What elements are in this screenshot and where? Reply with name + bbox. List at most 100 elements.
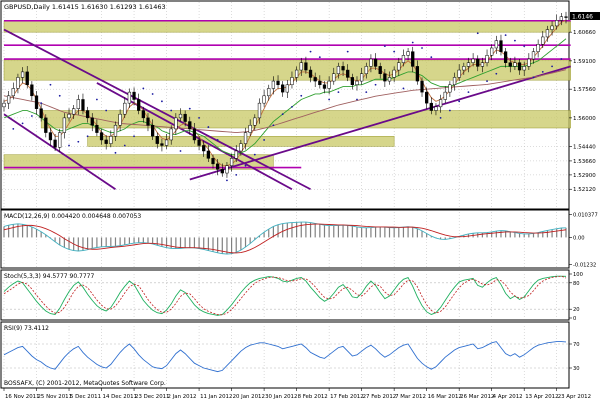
sar-dot: [281, 113, 284, 116]
candle-body: [313, 77, 317, 82]
sar-dot: [272, 124, 275, 127]
candle-body: [294, 69, 299, 78]
sar-dot: [170, 109, 173, 112]
candle-body: [216, 163, 220, 170]
candle-body: [350, 77, 354, 86]
sar-dot: [560, 58, 563, 60]
candle-body: [225, 165, 229, 174]
macd-tick-label: 0.010377: [573, 213, 598, 219]
candle-body: [169, 128, 173, 141]
rsi-tick-label: 30: [573, 366, 580, 372]
macd-tick-label: -0.01232: [573, 262, 596, 268]
sar-dot: [430, 56, 433, 59]
candle-body: [485, 55, 489, 63]
candle-body: [503, 51, 508, 63]
candle-body: [346, 69, 350, 78]
candle-body: [160, 143, 164, 146]
candle-body: [332, 73, 336, 82]
stoch-lines: [3, 275, 567, 316]
candle-body: [480, 62, 485, 67]
candle-body: [290, 77, 294, 86]
candle-body: [355, 80, 359, 86]
candle-body: [466, 62, 471, 67]
price-tick-label: 1.52900: [573, 173, 596, 179]
support-resistance-zone: [3, 21, 571, 33]
stoch-main-line: [3, 275, 567, 316]
candle-body: [271, 80, 276, 89]
candle-body: [308, 69, 313, 78]
candle-body: [360, 73, 364, 82]
date-tick-label: 4 Apr 2012: [493, 394, 523, 400]
sar-dot: [253, 153, 256, 156]
stoch-panel-title: Stoch(5,3,3) 94.5777 90.7777: [4, 273, 95, 280]
sar-dot: [179, 150, 182, 152]
candle-body: [53, 139, 57, 148]
sar-dot: [458, 100, 461, 103]
macd-panel: 0.010377 0.00 -0.01232 MACD(12,26,9) 0.004…: [0, 209, 598, 269]
candle-body: [72, 108, 76, 115]
sar-dot: [207, 126, 210, 128]
sar-dot: [495, 72, 498, 75]
candle-body: [248, 124, 252, 133]
candle-body: [471, 58, 475, 63]
parabolic-sar: [12, 32, 563, 182]
candle-body: [127, 91, 132, 104]
date-tick-label: 11 Jan 2012: [200, 394, 232, 400]
rsi-axis-ticks: 70 30: [569, 342, 580, 372]
macd-panel-frame: [0, 209, 570, 269]
stoch-tick-label: 0: [573, 316, 576, 322]
candle-body: [420, 80, 424, 93]
candle-body: [243, 132, 248, 144]
sar-dot: [318, 56, 321, 59]
sar-dot: [161, 100, 163, 103]
candle-body: [253, 117, 257, 126]
candle-body: [364, 66, 368, 74]
price-tick-label: 1.59100: [573, 59, 596, 65]
sar-dot: [393, 50, 396, 53]
candle-body: [132, 91, 136, 100]
candle-body: [378, 66, 382, 74]
current-price-label: 1.6146: [572, 14, 593, 21]
candle-body: [257, 102, 262, 119]
candle-body: [90, 117, 94, 126]
candle-body: [383, 73, 387, 82]
macd-tick-label: 0.00: [573, 235, 585, 241]
candle-body: [369, 58, 373, 67]
price-axis-ticks: 1.60660 1.59100 1.57560 1.56000 1.54440 1.536…: [569, 30, 596, 193]
sar-dot: [523, 45, 526, 48]
candle-body: [304, 62, 308, 71]
date-tick-label: 25 Nov 2011: [38, 394, 73, 400]
candle-body: [211, 158, 215, 165]
candle-body: [425, 91, 429, 104]
candle-body: [499, 40, 503, 52]
candle-body: [11, 88, 15, 97]
candle-body: [327, 80, 331, 89]
candle-body: [285, 84, 289, 93]
candle-body: [20, 71, 25, 78]
candle-body: [85, 110, 90, 119]
price-panel-title: GBPUSD,Daily 1.61415 1.61630 1.61293 1.6…: [4, 3, 166, 11]
sar-dot: [235, 173, 238, 176]
sar-dot: [105, 109, 108, 112]
rsi-panel-title: RSI(9) 73.4112: [4, 325, 49, 332]
date-tick-label: 27 Feb 2012: [363, 394, 397, 400]
candle-body: [545, 29, 550, 38]
candle-body: [123, 102, 127, 115]
candle-body: [373, 58, 378, 67]
sar-dot: [291, 105, 293, 108]
candle-body: [262, 95, 266, 104]
candle-body: [531, 51, 536, 60]
candle-body: [387, 77, 392, 82]
macd-signal-line: [3, 223, 567, 254]
candle-body: [30, 84, 34, 97]
stoch-panel-frame: [0, 269, 570, 321]
candle-body: [81, 99, 85, 111]
candle-body: [517, 62, 522, 71]
candle-body: [513, 62, 517, 67]
candle-body: [104, 139, 108, 144]
macd-main-line: [3, 221, 567, 255]
sar-dot: [151, 93, 154, 95]
candle-body: [58, 132, 62, 148]
candle-body: [39, 108, 43, 119]
